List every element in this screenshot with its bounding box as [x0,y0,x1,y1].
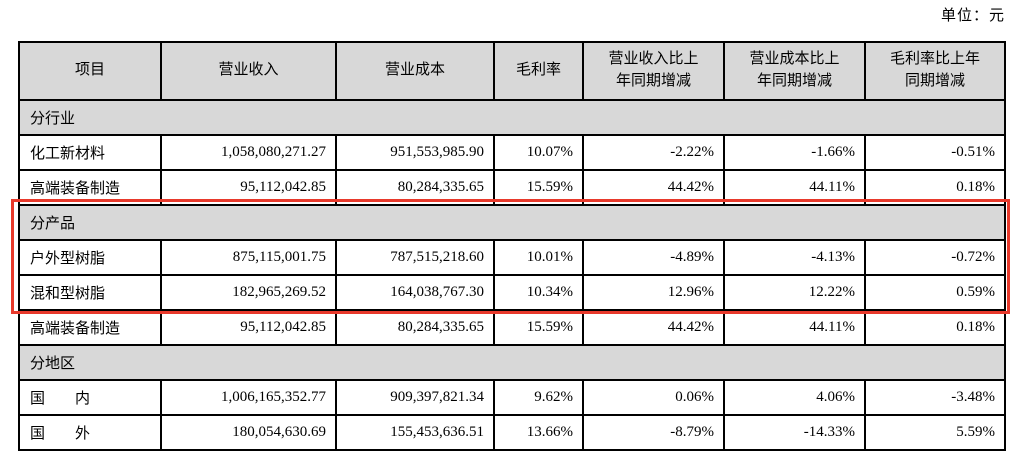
cell-value: 0.18% [864,309,1006,346]
cell-value: 10.07% [493,134,584,171]
section-row: 分地区 [18,344,1006,381]
table-row: 国 外 180,054,630.69 155,453,636.51 13.66% -8.… [18,414,1006,451]
cell-value: 10.01% [493,239,584,276]
column-header: 营业成本比上 年同期增减 [723,41,866,101]
row-label: 户外型树脂 [18,239,162,276]
table-header: 项目 营业收入 营业成本 毛利率 营业收入比上 年同期增减 营业成本比上 年同期增减 毛利率… [18,41,1006,101]
row-label: 国 内 [18,379,162,416]
cell-value: -8.79% [582,414,725,451]
cell-value: 5.59% [864,414,1006,451]
row-label: 混和型树脂 [18,274,162,311]
cell-value: 95,112,042.85 [160,169,337,206]
section-header: 分行业 [18,99,1006,136]
segment-financial-table: 项目 营业收入 营业成本 毛利率 营业收入比上 年同期增减 营业成本比上 年同期增减 毛利率… [18,41,1006,451]
cell-value: -14.33% [723,414,866,451]
cell-value: 1,058,080,271.27 [160,134,337,171]
column-header: 毛利率 [493,41,584,101]
cell-value: 44.42% [582,169,725,206]
table-row: 国 内 1,006,165,352.77 909,397,821.34 9.62% 0.… [18,379,1006,416]
cell-value: 12.96% [582,274,725,311]
header-row: 项目 营业收入 营业成本 毛利率 营业收入比上 年同期增减 营业成本比上 年同期增减 毛利率… [18,41,1006,101]
cell-value: -4.13% [723,239,866,276]
cell-value: 12.22% [723,274,866,311]
row-label: 高端装备制造 [18,169,162,206]
cell-value: 95,112,042.85 [160,309,337,346]
cell-value: 44.11% [723,309,866,346]
cell-value: 0.06% [582,379,725,416]
cell-value: -1.66% [723,134,866,171]
cell-value: -4.89% [582,239,725,276]
column-header: 营业收入 [160,41,337,101]
cell-value: 44.42% [582,309,725,346]
column-header: 项目 [18,41,162,101]
table-row: 户外型树脂 875,115,001.75 787,515,218.60 10.01% -… [18,239,1006,276]
section-row: 分行业 [18,99,1006,136]
cell-value: 0.18% [864,169,1006,206]
table-row: 高端装备制造 95,112,042.85 80,284,335.65 15.59% 44… [18,169,1006,206]
unit-label: 单位：元 [940,8,1005,24]
cell-value: 44.11% [723,169,866,206]
cell-value: 10.34% [493,274,584,311]
cell-value: -0.72% [864,239,1006,276]
cell-value: -0.51% [864,134,1006,171]
table-row: 混和型树脂 182,965,269.52 164,038,767.30 10.34% 1… [18,274,1006,311]
cell-value: 1,006,165,352.77 [160,379,337,416]
row-label: 高端装备制造 [18,309,162,346]
column-header: 营业成本 [335,41,495,101]
column-header: 毛利率比上年 同期增减 [864,41,1006,101]
cell-value: 951,553,985.90 [335,134,495,171]
cell-value: 164,038,767.30 [335,274,495,311]
cell-value: 180,054,630.69 [160,414,337,451]
cell-value: 15.59% [493,169,584,206]
cell-value: 875,115,001.75 [160,239,337,276]
section-header: 分产品 [18,204,1006,241]
cell-value: 13.66% [493,414,584,451]
cell-value: 15.59% [493,309,584,346]
cell-value: 155,453,636.51 [335,414,495,451]
table-row: 高端装备制造 95,112,042.85 80,284,335.65 15.59% 44… [18,309,1006,346]
table-row: 化工新材料 1,058,080,271.27 951,553,985.90 10.07… [18,134,1006,171]
cell-value: 80,284,335.65 [335,169,495,206]
column-header: 营业收入比上 年同期增减 [582,41,725,101]
table-body: 分行业 化工新材料 1,058,080,271.27 951,553,985.90 10… [18,99,1006,451]
row-label: 化工新材料 [18,134,162,171]
cell-value: 4.06% [723,379,866,416]
cell-value: 0.59% [864,274,1006,311]
cell-value: -2.22% [582,134,725,171]
cell-value: 80,284,335.65 [335,309,495,346]
cell-value: 9.62% [493,379,584,416]
row-label: 国 外 [18,414,162,451]
cell-value: 787,515,218.60 [335,239,495,276]
cell-value: -3.48% [864,379,1006,416]
cell-value: 909,397,821.34 [335,379,495,416]
cell-value: 182,965,269.52 [160,274,337,311]
section-header: 分地区 [18,344,1006,381]
section-row: 分产品 [18,204,1006,241]
